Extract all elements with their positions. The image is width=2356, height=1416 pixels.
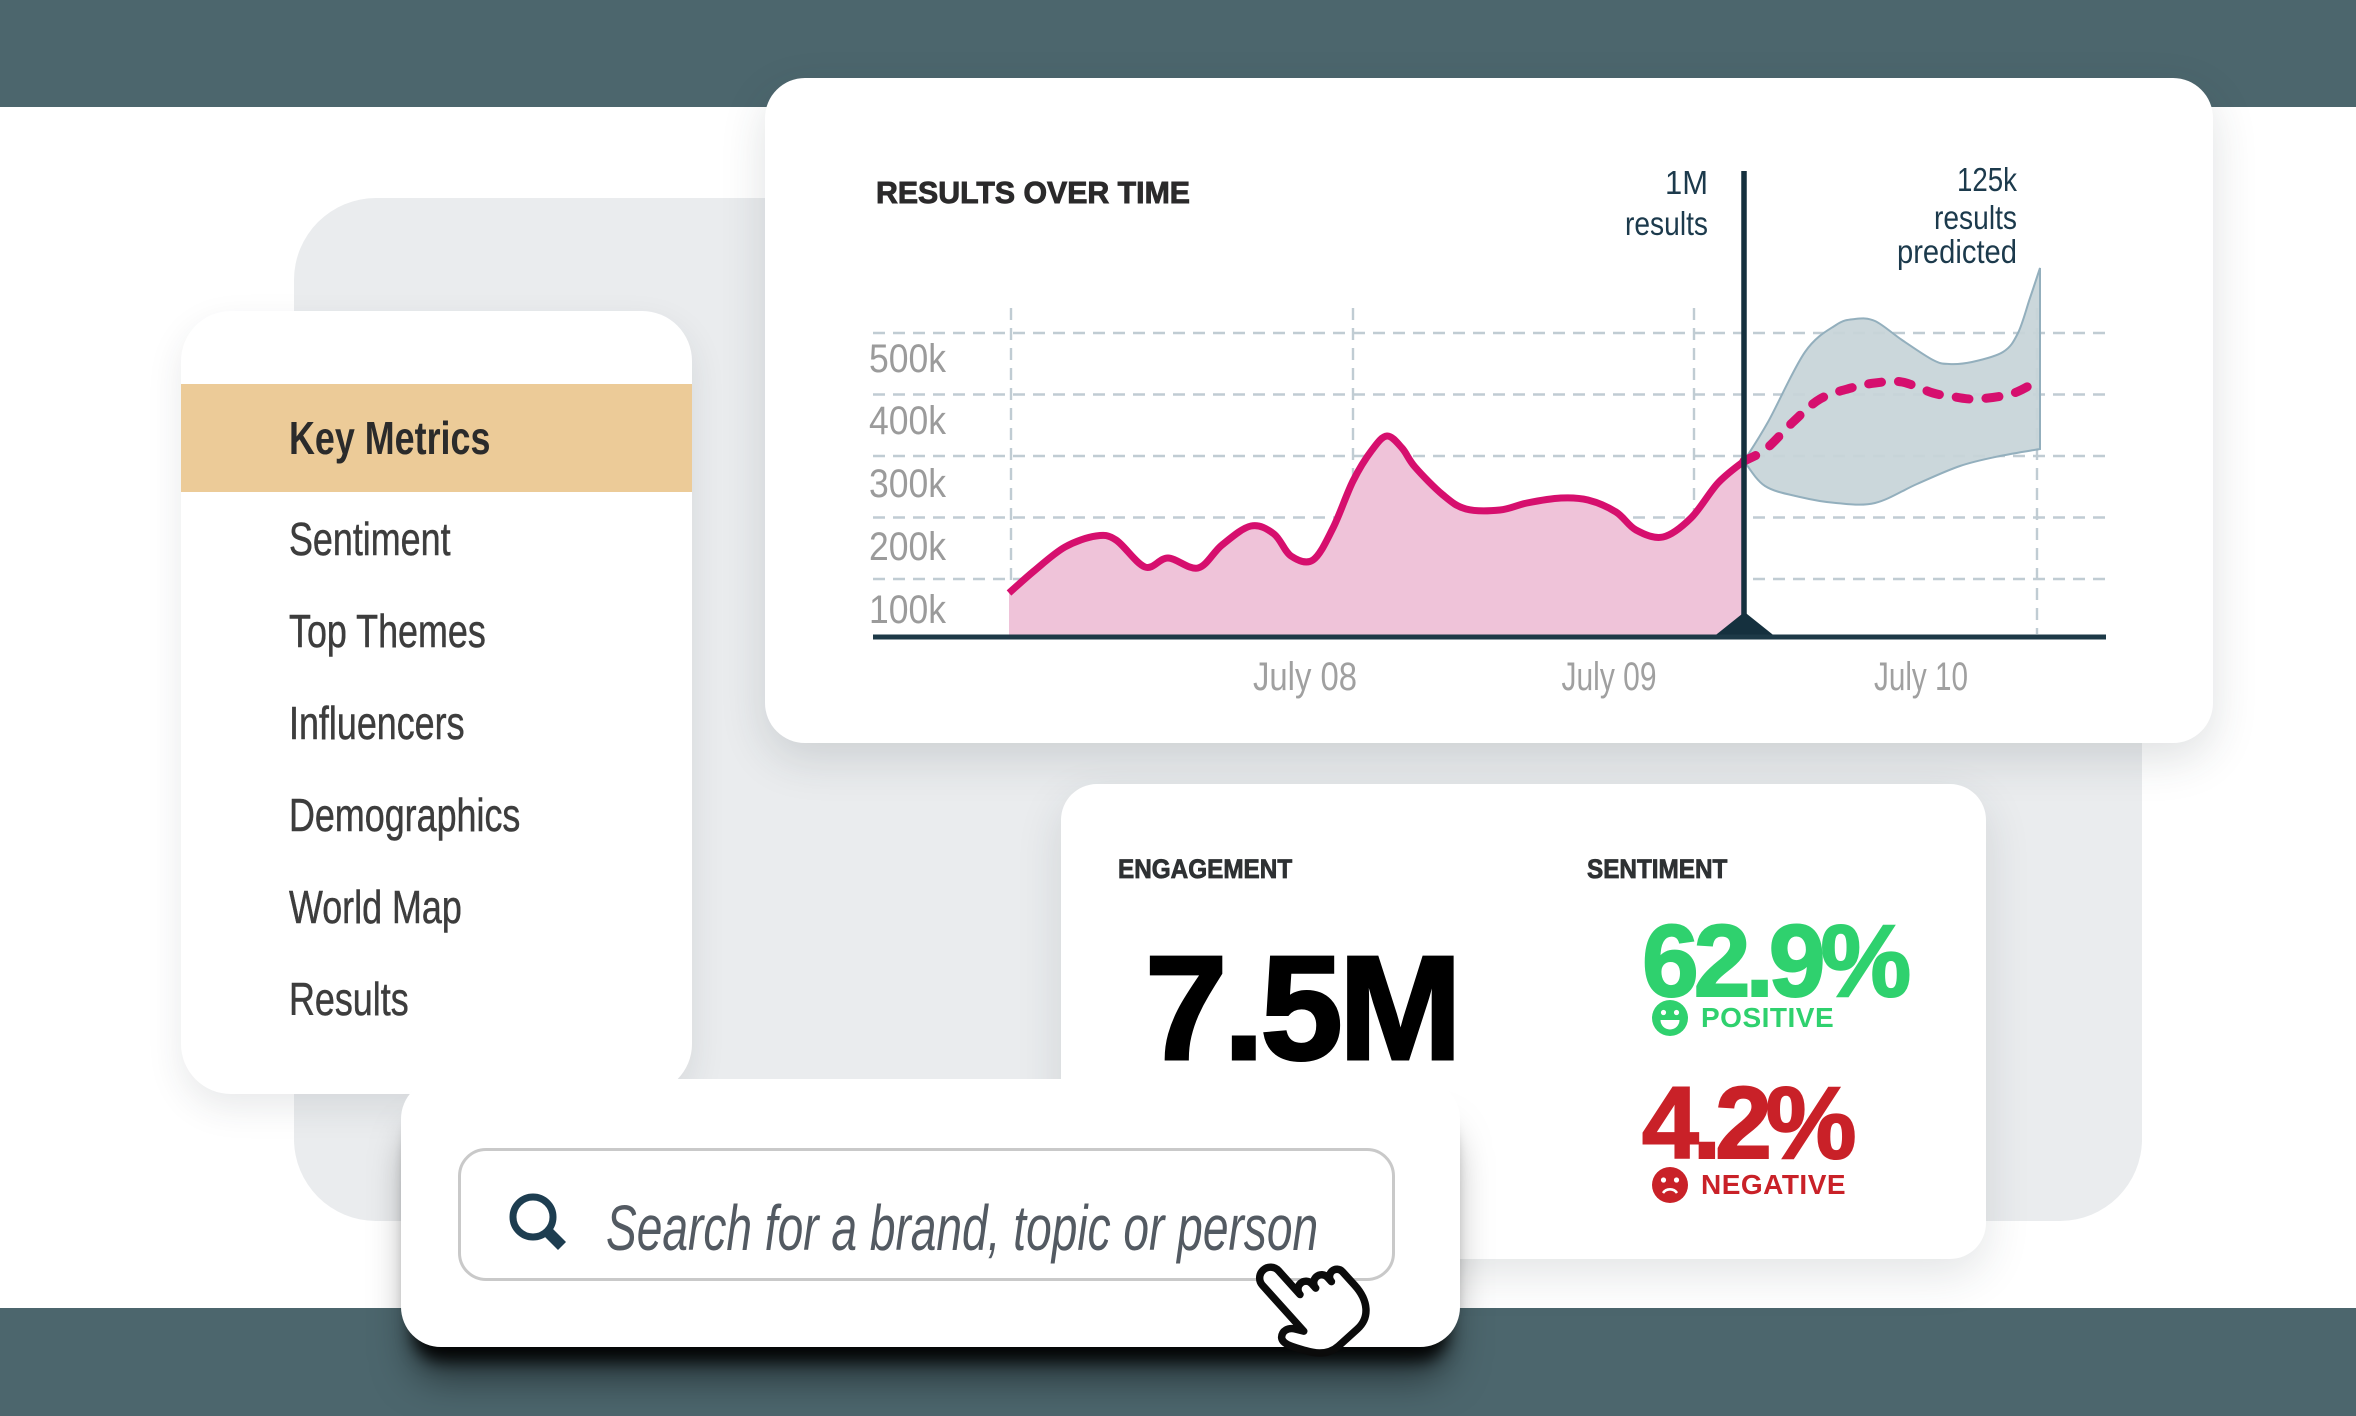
svg-text:predicted: predicted [1897, 233, 2017, 270]
svg-text:500k: 500k [869, 337, 947, 381]
svg-text:100k: 100k [869, 588, 947, 632]
svg-text:200k: 200k [869, 525, 947, 569]
svg-text:results: results [1934, 199, 2017, 236]
svg-text:300k: 300k [869, 462, 947, 506]
svg-text:RESULTS OVER TIME: RESULTS OVER TIME [876, 175, 1190, 210]
svg-text:July 09: July 09 [1562, 655, 1657, 699]
svg-text:July 08: July 08 [1253, 655, 1357, 699]
svg-text:July 10: July 10 [1874, 655, 1968, 699]
svg-text:125k: 125k [1957, 161, 2017, 198]
svg-text:1M: 1M [1665, 164, 1708, 201]
svg-text:results: results [1625, 205, 1708, 242]
svg-text:400k: 400k [869, 399, 947, 443]
